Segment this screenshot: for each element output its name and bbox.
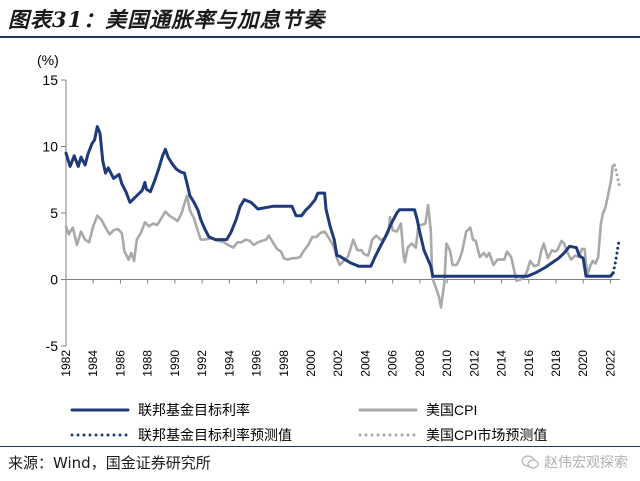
source-note: 来源：Wind，国金证券研究所 <box>8 454 211 472</box>
chart: (%) -5 0 5 10 15 1982 1984 1986 1988 1990 1992 1994… <box>37 52 622 443</box>
x-tick-label: 1992 <box>195 350 209 377</box>
series-line-1 <box>64 163 616 309</box>
series-line-3 <box>613 163 622 190</box>
x-tick-label: 1998 <box>277 350 291 377</box>
x-tick-label: 2018 <box>549 350 563 377</box>
series-line-0 <box>64 125 615 278</box>
title-divider <box>0 36 640 38</box>
x-tick-label: 1988 <box>141 350 155 377</box>
watermark: 赵伟宏观探索 <box>521 452 628 472</box>
axes: -5 0 5 10 15 1982 1984 1986 1988 1990 1992 1994 1996… <box>42 72 620 377</box>
source-divider <box>0 446 640 447</box>
y-tick-label: 10 <box>42 139 58 155</box>
watermark-text: 赵伟宏观探索 <box>544 455 628 471</box>
x-tick-label: 2020 <box>576 350 590 377</box>
series-line-2 <box>611 238 621 275</box>
page-title: 图表31：美国通胀率与加息节奏 <box>8 7 326 32</box>
x-tick-label: 2014 <box>495 350 509 377</box>
x-tick-label: 1990 <box>168 350 182 377</box>
x-tick-label: 1996 <box>250 350 264 377</box>
wechat-icon <box>521 455 539 469</box>
x-tick-label: 1982 <box>59 350 73 377</box>
y-tick-label: 5 <box>50 205 58 221</box>
y-tick-label: -5 <box>46 338 59 354</box>
series-layer <box>64 125 622 309</box>
y-unit-label: (%) <box>37 52 59 68</box>
x-tick-label: 1984 <box>86 350 100 377</box>
x-tick-label: 2002 <box>331 350 345 377</box>
x-tick-label: 2022 <box>603 350 617 377</box>
x-tick-label: 2012 <box>467 350 481 377</box>
legend-label-3: 美国CPI市场预测值 <box>426 427 547 443</box>
y-tick-label: 0 <box>50 272 58 288</box>
x-tick-label: 2016 <box>522 350 536 377</box>
x-tick-label: 2010 <box>440 350 454 377</box>
x-tick-label: 2008 <box>413 350 427 377</box>
x-tick-label: 2004 <box>358 350 372 377</box>
x-tick-label: 2000 <box>304 350 318 377</box>
legend: 联邦基金目标利率 美国CPI 联邦基金目标利率预测值 美国CPI市场预测值 <box>70 402 547 443</box>
y-tick-label: 15 <box>42 72 58 88</box>
legend-label-0: 联邦基金目标利率 <box>138 402 250 418</box>
legend-label-1: 美国CPI <box>426 402 477 418</box>
x-tick-label: 1986 <box>113 350 127 377</box>
x-tick-label: 1994 <box>222 350 236 377</box>
legend-label-2: 联邦基金目标利率预测值 <box>138 427 292 443</box>
x-tick-label: 2006 <box>386 350 400 377</box>
